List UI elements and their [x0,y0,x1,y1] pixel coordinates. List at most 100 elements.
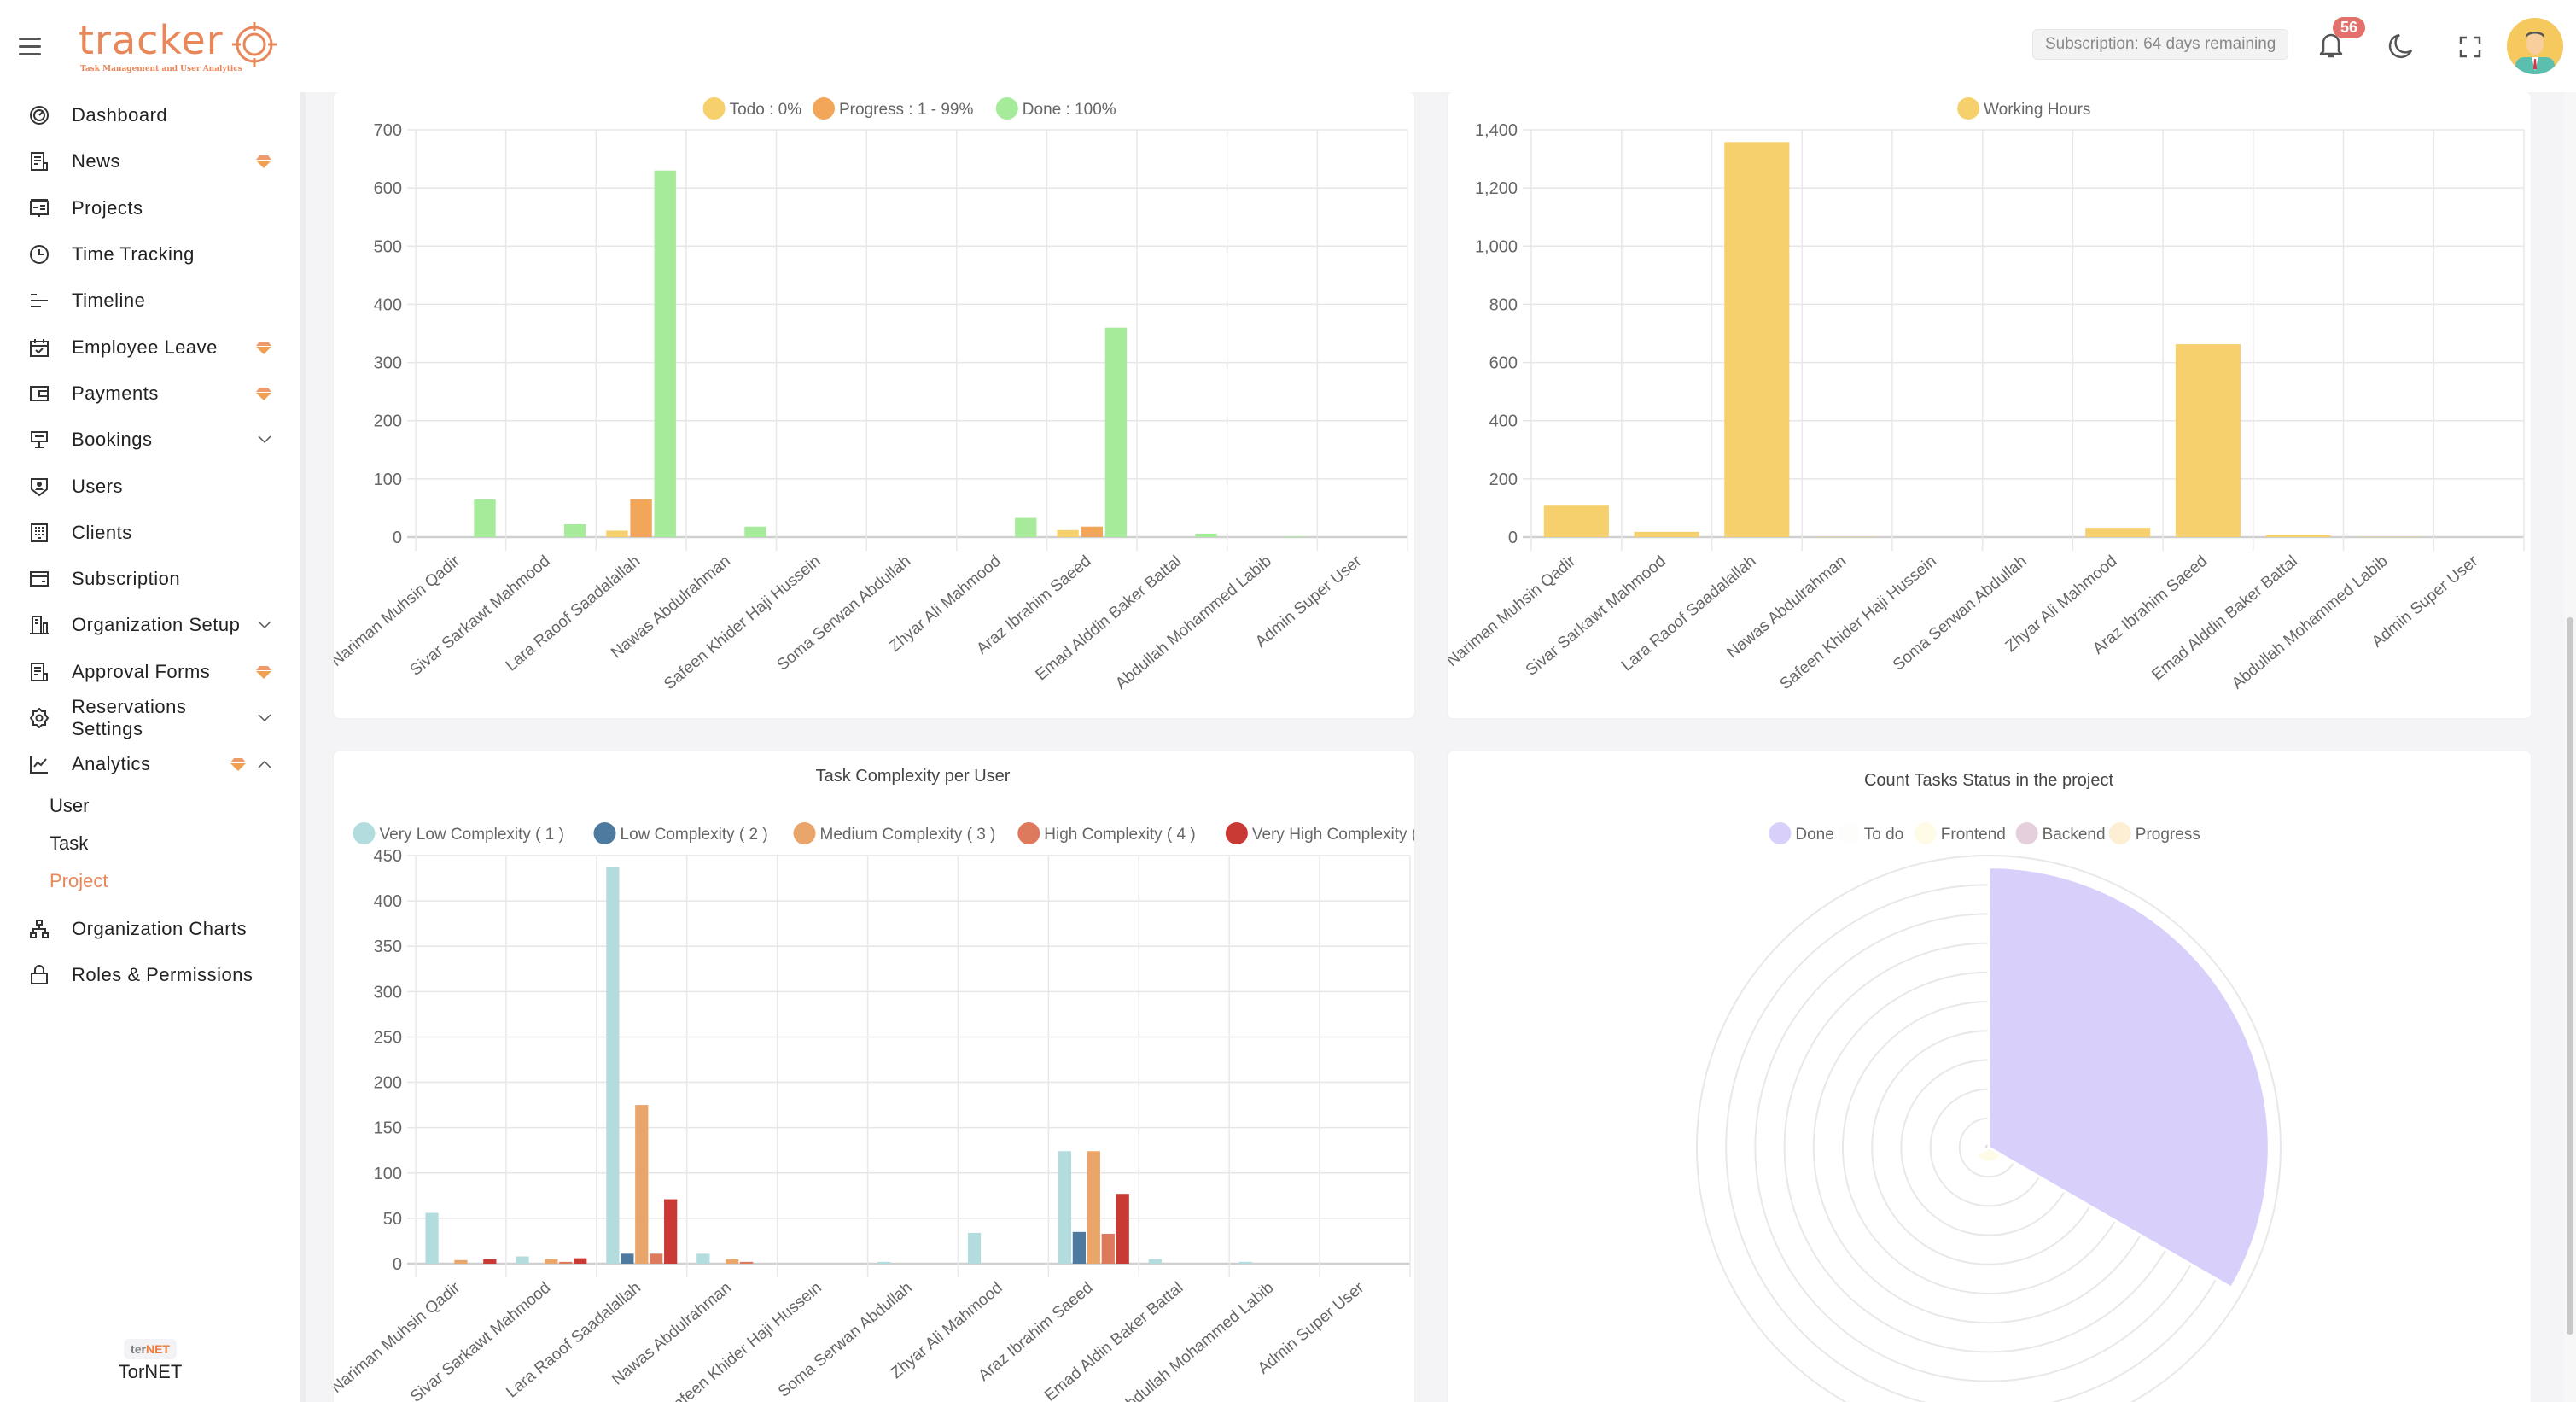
sidebar-item-reservations-settings[interactable]: Reservations Settings [0,695,300,741]
moon-icon[interactable] [2387,32,2413,60]
polar-ring [1696,855,2282,1402]
sidebar-item-label: Dashboard [72,104,168,126]
sidebar-item-organization-charts[interactable]: Organization Charts [0,905,300,951]
sidebar-item-time-tracking[interactable]: Time Tracking [0,231,300,277]
bar [1104,327,1128,537]
legend-label: High Complexity ( 4 ) [1044,826,1195,844]
polar-sector [1974,1146,2003,1164]
y-tick-label: 200 [374,1074,402,1093]
analytics-sub-task[interactable]: Task [50,832,89,855]
bar [516,1256,529,1264]
sidebar-item-label: Subscription [72,568,181,590]
task-complexity-chart: Task Complexity per User Very Low Complex… [334,767,1414,1402]
dashboard-icon [30,106,49,126]
legend-label: To do [1864,826,1903,844]
legend-swatch [793,822,816,844]
bar [1195,533,1217,537]
timeline-icon [31,294,48,308]
premium-gem-icon [256,387,271,400]
bar [454,1259,468,1264]
bar [606,867,620,1264]
analytics-sub-user[interactable]: User [50,795,90,817]
y-tick-label: 700 [374,121,402,140]
building-icon [31,523,48,542]
bar [740,1261,754,1264]
bar [696,1253,710,1264]
bar [726,1259,739,1264]
premium-gem-icon [230,758,246,772]
sidebar-item-label: Users [72,475,123,497]
bar [545,1259,558,1264]
bar [1543,505,1609,537]
bell-icon[interactable] [2318,31,2344,60]
sidebar-item-label: Timeline [72,289,146,312]
wallet-icon [30,385,49,401]
scrollbar-thumb[interactable] [2567,617,2573,1335]
scrollbar[interactable] [2564,92,2576,1402]
analytics-sub-project[interactable]: Project [50,870,108,892]
bar [654,170,676,537]
avatar[interactable] [2507,18,2563,74]
sidebar-item-bookings[interactable]: Bookings [0,417,300,463]
sidebar-item-employee-leave[interactable]: Employee Leave [0,324,300,370]
legend-swatch [1225,822,1248,844]
sidebar-item-timeline[interactable]: Timeline [0,277,300,324]
sidebar-item-label: Bookings [72,429,153,451]
y-tick-label: 50 [383,1210,402,1229]
legend-label: Done : 100% [1023,101,1116,119]
y-tick-label: 150 [374,1119,402,1138]
sidebar-item-approval-forms[interactable]: Approval Forms [0,649,300,695]
sidebar-item-label: Time Tracking [72,243,195,266]
sidebar-item-news[interactable]: News [0,138,300,184]
y-tick-label: 0 [1508,529,1518,547]
fullscreen-icon[interactable] [2459,36,2481,58]
legend-label: Frontend [1941,826,2006,844]
x-tick-label: Abdullah Mohammed Labib [2229,552,2392,693]
sidebar-item-label: Employee Leave [72,336,218,358]
logo[interactable]: tracker Task Management and User Analyti… [79,12,283,80]
y-tick-label: 300 [374,983,402,1002]
sidebar-item-dashboard[interactable]: Dashboard [0,92,300,138]
legend-swatch [353,822,376,844]
legend-swatch [995,97,1018,120]
bar [630,499,652,537]
news-icon [31,152,48,172]
sidebar-item-label: Clients [72,521,132,543]
premium-gem-icon [256,665,271,679]
bar [1058,1151,1072,1264]
bar [1015,517,1037,537]
legend-swatch [702,97,726,120]
sidebar-item-subscription[interactable]: Subscription [0,556,300,602]
y-tick-label: 600 [1489,354,1518,373]
sidebar-item-users[interactable]: Users [0,463,300,509]
y-tick-label: 250 [374,1028,402,1047]
sidebar-item-roles-permissions[interactable]: Roles & Permissions [0,952,300,998]
chevron-up-icon[interactable] [258,760,271,768]
sidebar-item-payments[interactable]: Payments [0,371,300,417]
chevron-down-icon[interactable] [258,435,271,444]
calendar-icon [30,338,49,357]
legend-swatch [2015,822,2038,844]
legend-label: Todo : 0% [730,101,802,119]
brand-footer: terNET TorNET [0,1339,300,1383]
sidebar-item-analytics[interactable]: Analytics [0,741,300,787]
task-progress-card: Todo : 0% Progress : 1 - 99% Done : 100% 0 1… [334,92,1414,718]
bar [474,499,496,537]
sidebar-item-projects[interactable]: Projects [0,185,300,231]
chevron-down-icon[interactable] [258,714,271,722]
premium-gem-icon [256,155,271,169]
logo-text: tracker [79,17,224,63]
bar [1057,529,1079,537]
y-tick-label: 100 [374,1165,402,1183]
chevron-down-icon[interactable] [258,621,271,629]
y-tick-label: 400 [374,295,402,314]
sidebar-item-organization-setup[interactable]: Organization Setup [0,602,300,648]
bar [574,1258,587,1264]
legend-swatch [1914,822,1937,844]
sidebar-item-clients[interactable]: Clients [0,510,300,556]
y-tick-label: 0 [393,529,402,547]
analytics-icon [30,756,48,774]
y-tick-label: 450 [374,847,402,866]
bar [2085,528,2151,537]
menu-icon[interactable] [19,38,41,56]
